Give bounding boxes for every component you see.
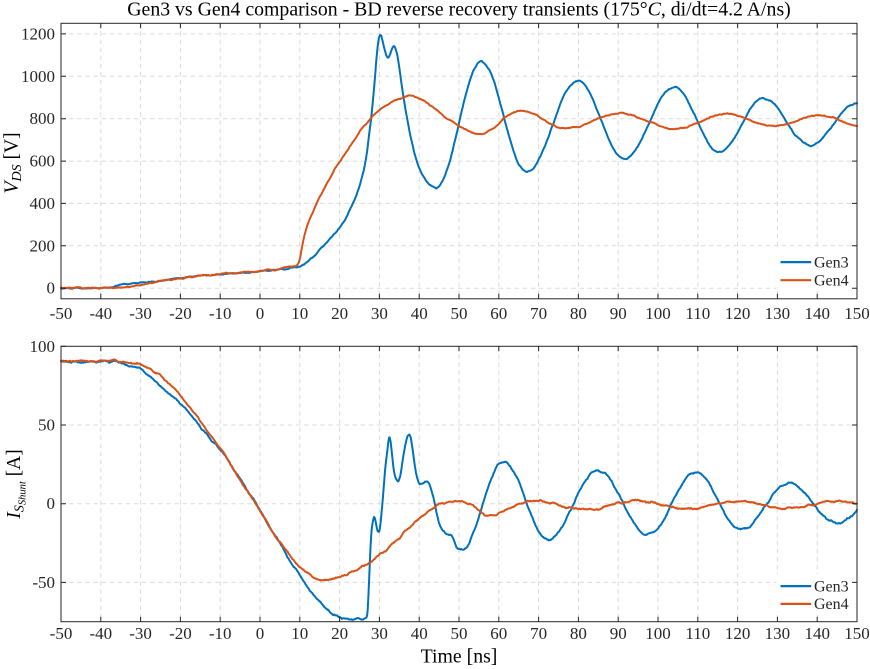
- svg-text:50: 50: [38, 416, 55, 435]
- svg-text:120: 120: [725, 304, 751, 323]
- svg-text:40: 40: [411, 304, 428, 323]
- svg-text:80: 80: [570, 304, 587, 323]
- svg-text:-50: -50: [50, 304, 73, 323]
- svg-text:0: 0: [256, 624, 265, 643]
- svg-text:10: 10: [291, 624, 308, 643]
- svg-text:150: 150: [844, 304, 870, 323]
- svg-text:20: 20: [331, 624, 348, 643]
- svg-text:200: 200: [30, 236, 56, 255]
- svg-text:30: 30: [371, 624, 388, 643]
- svg-text:-20: -20: [169, 624, 192, 643]
- svg-text:60: 60: [490, 624, 507, 643]
- svg-text:0: 0: [47, 279, 56, 298]
- svg-text:-50: -50: [50, 624, 73, 643]
- svg-text:0: 0: [256, 304, 265, 323]
- svg-text:70: 70: [530, 304, 547, 323]
- svg-text:110: 110: [685, 624, 710, 643]
- svg-text:Gen3: Gen3: [814, 254, 849, 271]
- svg-text:120: 120: [725, 624, 751, 643]
- svg-text:150: 150: [844, 624, 870, 643]
- svg-text:Gen3: Gen3: [814, 578, 849, 595]
- svg-text:600: 600: [30, 152, 56, 171]
- svg-text:90: 90: [610, 624, 627, 643]
- svg-text:-50: -50: [32, 573, 55, 592]
- svg-text:-40: -40: [89, 624, 112, 643]
- svg-text:800: 800: [30, 109, 56, 128]
- svg-text:50: 50: [451, 624, 468, 643]
- svg-text:80: 80: [570, 624, 587, 643]
- svg-text:1200: 1200: [21, 24, 55, 43]
- svg-text:400: 400: [30, 194, 56, 213]
- svg-text:-30: -30: [129, 304, 152, 323]
- svg-text:VDS [V]: VDS [V]: [1, 132, 26, 193]
- svg-text:-10: -10: [209, 624, 232, 643]
- svg-text:100: 100: [645, 304, 671, 323]
- svg-text:1000: 1000: [21, 67, 55, 86]
- svg-text:0: 0: [47, 494, 56, 513]
- svg-text:10: 10: [291, 304, 308, 323]
- svg-text:Gen4: Gen4: [814, 273, 849, 290]
- svg-text:-10: -10: [209, 304, 232, 323]
- svg-text:60: 60: [490, 304, 507, 323]
- svg-text:140: 140: [804, 624, 830, 643]
- svg-text:70: 70: [530, 624, 547, 643]
- svg-text:Gen4: Gen4: [814, 596, 849, 613]
- svg-text:130: 130: [765, 624, 791, 643]
- svg-text:-40: -40: [89, 304, 112, 323]
- svg-text:140: 140: [804, 304, 830, 323]
- svg-text:20: 20: [331, 304, 348, 323]
- svg-text:100: 100: [30, 337, 56, 356]
- svg-text:110: 110: [685, 304, 710, 323]
- svg-text:Gen3 vs Gen4 comparison - BD r: Gen3 vs Gen4 comparison - BD reverse rec…: [127, 0, 790, 20]
- svg-text:-30: -30: [129, 624, 152, 643]
- svg-text:40: 40: [411, 624, 428, 643]
- svg-text:-20: -20: [169, 304, 192, 323]
- svg-text:90: 90: [610, 304, 627, 323]
- svg-text:50: 50: [451, 304, 468, 323]
- svg-text:130: 130: [765, 304, 791, 323]
- svg-text:100: 100: [645, 624, 671, 643]
- svg-text:30: 30: [371, 304, 388, 323]
- svg-text:Time [ns]: Time [ns]: [421, 645, 498, 667]
- svg-text:ISShunt [A]: ISShunt [A]: [3, 449, 29, 519]
